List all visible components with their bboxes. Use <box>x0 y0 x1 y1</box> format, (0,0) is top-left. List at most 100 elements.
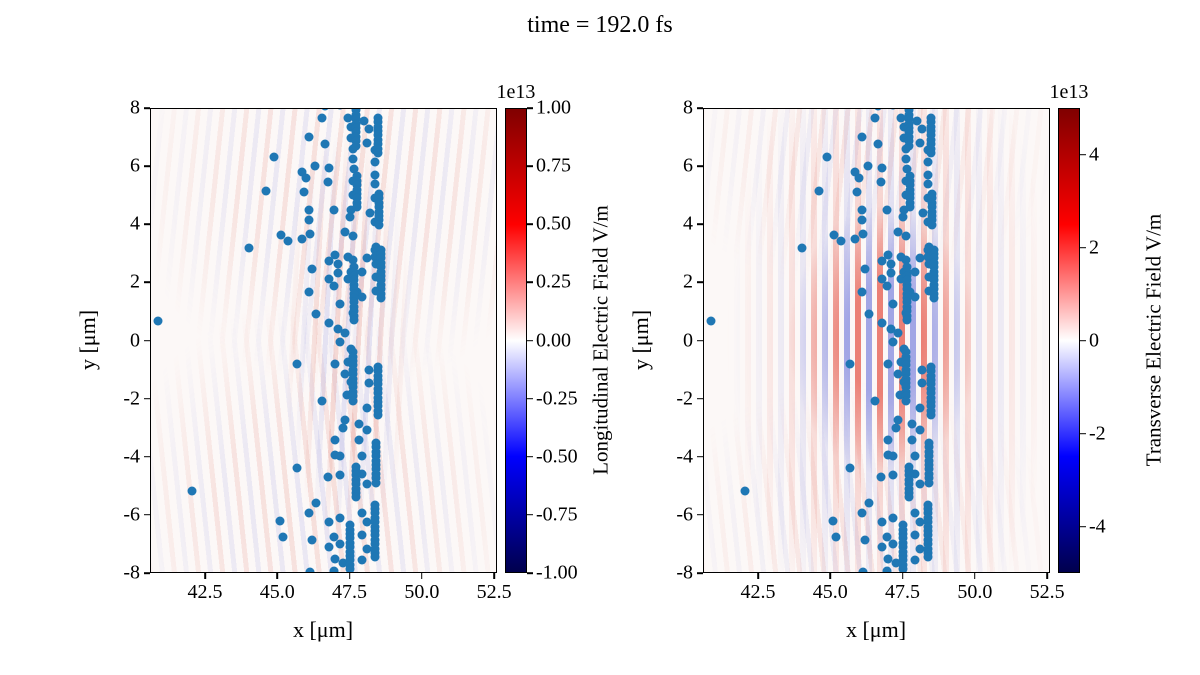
scatter-point <box>275 516 285 526</box>
scatter-point <box>354 419 364 429</box>
scatter-point <box>915 544 925 554</box>
scatter-point <box>901 255 911 265</box>
scatter-point <box>362 403 372 413</box>
scatter-point <box>342 390 352 400</box>
scatter-point <box>877 274 887 284</box>
scatter-point <box>822 152 832 162</box>
y-tick-label: -6 <box>123 503 140 526</box>
scatter-point <box>831 532 841 542</box>
scatter-point <box>910 292 920 302</box>
scatter-point <box>354 435 364 445</box>
scatter-point <box>330 554 340 564</box>
scatter-point <box>335 539 345 549</box>
scatter-point <box>888 451 898 461</box>
scatter-point <box>338 423 347 433</box>
scatter-point <box>301 173 311 183</box>
scatter-point <box>877 256 887 266</box>
scatter-point <box>915 425 925 435</box>
scatter-point <box>357 469 367 479</box>
scatter-point <box>917 378 927 388</box>
y-tick-label: 6 <box>130 154 140 177</box>
scatter-point <box>335 470 345 480</box>
wakefield-stripes-core <box>151 109 496 572</box>
scatter-point <box>888 109 898 110</box>
colorbar-gradient <box>1058 108 1080 573</box>
scatter-point <box>904 141 914 151</box>
scatter-point <box>335 513 345 523</box>
x-tick <box>493 573 495 579</box>
scatter-point <box>857 215 867 225</box>
scatter-point <box>893 227 903 237</box>
scatter-point <box>340 415 350 425</box>
wakefield-stripes-lower <box>151 109 496 572</box>
y-tick-label: -2 <box>676 387 693 410</box>
scatter-point <box>276 230 286 240</box>
scatter-point <box>883 250 893 260</box>
y-tick <box>697 397 703 400</box>
scatter-point <box>333 268 343 278</box>
scatter-point <box>329 532 339 542</box>
colorbar-tick-label: 2 <box>1089 236 1099 258</box>
scatter-point <box>902 164 912 174</box>
scatter-point <box>923 245 933 255</box>
x-tick-label: 45.0 <box>812 581 848 603</box>
scatter-point <box>362 479 372 489</box>
scatter-point <box>304 132 314 142</box>
scatter-point <box>910 451 920 461</box>
y-tick <box>144 455 150 458</box>
scatter-point <box>905 202 915 212</box>
colorbar-tick-label: 0.00 <box>536 329 571 351</box>
y-tick-label: 6 <box>683 154 693 177</box>
scatter-point <box>304 215 314 225</box>
scatter-point <box>863 161 873 171</box>
scatter-point <box>857 508 867 518</box>
scatter-point <box>915 479 925 489</box>
scatter-point <box>888 337 898 347</box>
scatter-point <box>850 167 860 177</box>
x-tick <box>348 573 351 579</box>
x-tick-label: 50.0 <box>957 581 993 603</box>
scatter-point <box>292 463 302 473</box>
transverse-axes: 42.5 45.0 47.5 50.0 52.5 8 6 4 2 0 -2 -4 -6 -8 <box>676 97 1064 604</box>
scatter-point <box>343 274 353 284</box>
y-tick-label: 2 <box>130 270 140 293</box>
scatter-point <box>857 287 867 297</box>
scatter-point <box>902 315 912 325</box>
y-tick-label: -4 <box>676 445 693 468</box>
scatter-point <box>278 532 288 542</box>
y-tick <box>144 397 150 400</box>
scatter-point <box>335 109 345 110</box>
y-tick-label: 2 <box>683 270 693 293</box>
scatter-point <box>915 253 925 263</box>
scatter-point <box>836 236 846 246</box>
scatter-point <box>324 542 334 552</box>
scatter-point <box>828 516 838 526</box>
scatter-point <box>349 164 359 174</box>
scatter-point <box>845 359 855 369</box>
scatter-point <box>923 157 933 167</box>
scatter-point <box>349 315 359 325</box>
laser-stripes-core <box>704 109 1049 572</box>
x-tick-label: 52.5 <box>1029 581 1065 603</box>
x-tick <box>829 573 832 579</box>
scatter-point <box>330 435 340 445</box>
scatter-point <box>876 177 886 187</box>
scatter-point <box>373 410 383 420</box>
scatter-point <box>923 252 933 262</box>
longitudinal-colorbar: 1e13 1.00 0.75 0.50 0.25 0.00 -0.25 -0.50 -0.75… <box>497 81 578 584</box>
scatter-point <box>901 231 911 241</box>
figure-title: time = 192.0 fs <box>527 12 673 38</box>
x-tick-label: 47.5 <box>332 581 368 603</box>
colorbar-tick-label: -2 <box>1089 422 1106 444</box>
scatter-point <box>351 141 361 151</box>
scatter-point <box>329 566 339 572</box>
y-tick <box>697 455 703 458</box>
scatter-point <box>926 410 936 420</box>
scatter-point <box>845 463 855 473</box>
scatter-point <box>283 236 293 246</box>
scatter-point <box>292 359 302 369</box>
scatter-point <box>857 132 867 142</box>
scatter-point <box>329 205 339 215</box>
x-axis-label: x [μm] <box>845 617 907 642</box>
y-tick <box>144 223 150 226</box>
